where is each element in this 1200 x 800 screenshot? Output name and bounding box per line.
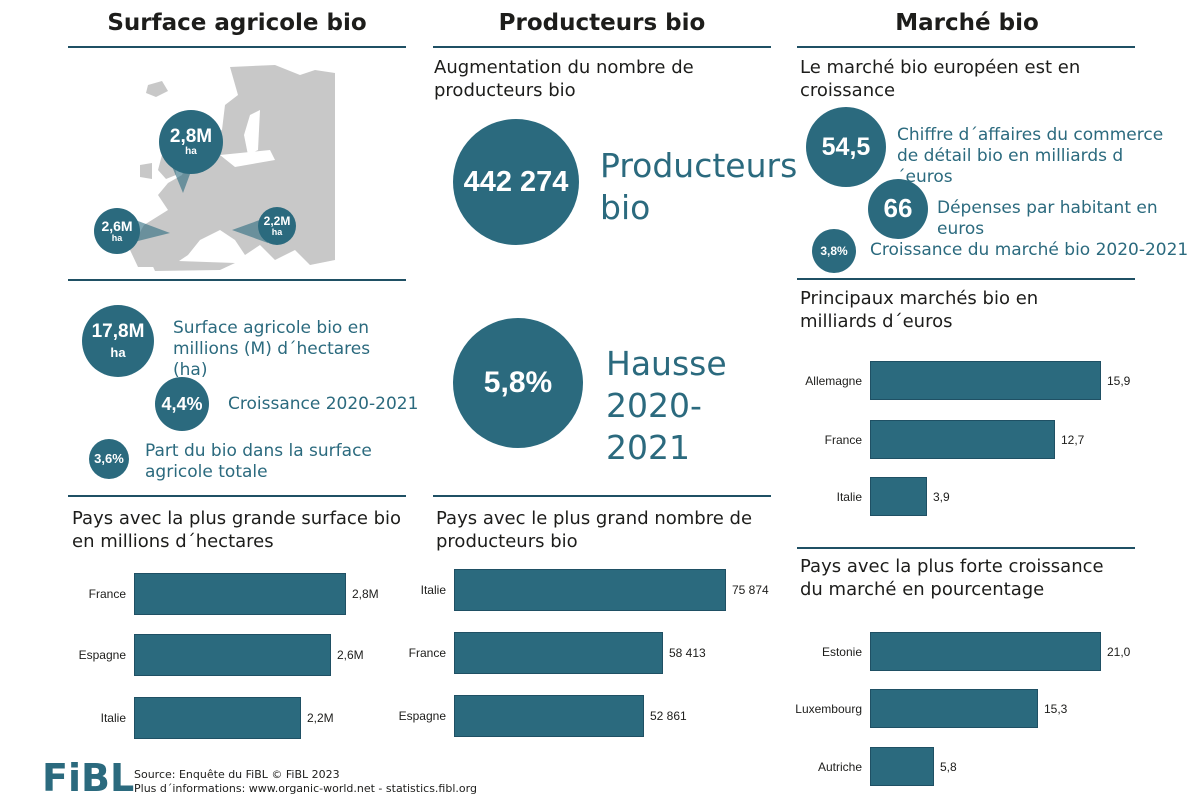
pin-value: 2,2M (263, 213, 291, 228)
stat-value: 3,6% (94, 451, 124, 467)
category-label: France (88, 587, 126, 601)
stat-circle-surface: 17,8M ha (82, 305, 154, 377)
data-label: 2,6M (337, 648, 364, 662)
bar (870, 632, 1101, 671)
data-label: 52 861 (650, 709, 687, 723)
bar (134, 573, 346, 615)
stat-circle-croissance: 4,4% (155, 377, 209, 431)
footer-source: Source: Enquête du FiBL © FiBL 2023 (134, 768, 340, 781)
divider (68, 495, 406, 497)
stat-label: Croissance 2020-2021 (228, 394, 419, 414)
category-label: Estonie (821, 644, 862, 659)
map-pin-italie: 2,2M ha (258, 207, 296, 245)
stat-circle-chiffre: 54,5 (806, 107, 886, 187)
stat-circle-hausse: 5,8% (453, 318, 583, 448)
stat-value: 3,8% (820, 243, 848, 258)
map-pin-espagne: 2,6M ha (94, 208, 140, 254)
category-label: France (824, 432, 862, 447)
bar (454, 569, 726, 611)
bar (870, 689, 1038, 728)
producteurs-intro: Augmentation du nombre de producteurs bi… (434, 57, 694, 101)
data-label: 21,0 (1107, 644, 1131, 659)
marche-intro: Le marché bio européen est en croissance (800, 57, 1081, 101)
stat-circle-producteurs: 442 274 (453, 119, 579, 245)
column-title-surface: Surface agricole bio (107, 10, 367, 36)
stat-label: Part du bio dans la surface agricole tot… (145, 441, 372, 482)
category-label: Espagne (398, 709, 446, 723)
pin-unit: ha (271, 226, 283, 237)
stat-value: 5,8% (483, 366, 553, 400)
divider (797, 278, 1135, 280)
pin-value: 2,8M (169, 125, 213, 147)
category-label: Italie (100, 711, 126, 725)
category-label: Luxembourg (795, 701, 862, 716)
pin-unit: ha (185, 145, 197, 157)
chart-title: Pays avec la plus forte croissance du ma… (800, 556, 1104, 600)
fibl-logo: FiBL (42, 756, 135, 800)
data-label: 3,9 (933, 489, 950, 504)
chart-title: Principaux marchés bio en milliards d´eu… (800, 288, 1039, 332)
stat-circle-croissance-marche: 3,8% (812, 229, 856, 273)
divider (433, 46, 771, 48)
divider (433, 495, 771, 497)
stat-value: 66 (883, 193, 913, 224)
footer-more-info: Plus d´informations: www.organic-world.n… (134, 782, 477, 795)
data-label: 15,9 (1107, 373, 1131, 388)
stat-value: 17,8M (91, 321, 145, 343)
stat-circle-part: 3,6% (89, 439, 129, 479)
data-label: 2,8M (352, 587, 379, 601)
divider (797, 547, 1135, 549)
stat-value: 4,4% (161, 393, 203, 414)
data-label: 12,7 (1061, 432, 1085, 447)
map-pin-france: 2,8M ha (159, 110, 223, 174)
category-label: Allemagne (805, 373, 862, 388)
pin-value: 2,6M (101, 217, 133, 234)
column-title-marche: Marché bio (895, 10, 1039, 36)
stat-value: 54,5 (821, 132, 871, 161)
bar (454, 695, 644, 737)
category-label: France (408, 646, 446, 660)
bar (134, 634, 331, 676)
divider (68, 46, 406, 48)
chart-title: Pays avec le plus grand nombre de produc… (436, 508, 753, 552)
bar (454, 632, 663, 674)
stat-label: Dépenses par habitant en euros (937, 198, 1158, 239)
bar (870, 747, 934, 786)
divider (797, 46, 1135, 48)
data-label: 2,2M (307, 711, 334, 725)
stat-unit: ha (110, 345, 126, 361)
stat-label: Croissance du marché bio 2020-2021 (870, 240, 1189, 260)
bar (134, 697, 301, 739)
data-label: 15,3 (1044, 701, 1068, 716)
bar (870, 420, 1055, 459)
stat-label: Producteurs bio (600, 146, 798, 227)
stat-label: Hausse 2020-2021 (606, 344, 727, 467)
stat-label: Chiffre d´affaires du commerce de détail… (897, 125, 1164, 187)
category-label: Autriche (817, 759, 862, 774)
column-title-producteurs: Producteurs bio (498, 10, 706, 36)
pin-unit: ha (111, 232, 123, 243)
data-label: 75 874 (732, 583, 769, 597)
stat-circle-depenses: 66 (868, 179, 928, 239)
bar (870, 477, 927, 516)
chart-title: Pays avec la plus grande surface bio en … (72, 508, 402, 552)
bar (870, 361, 1101, 400)
category-label: Italie (836, 489, 862, 504)
stat-value: 442 274 (463, 165, 569, 198)
category-label: Espagne (78, 648, 126, 662)
data-label: 58 413 (669, 646, 706, 660)
stat-label: Surface agricole bio en millions (M) d´h… (173, 318, 371, 380)
data-label: 5,8 (940, 759, 957, 774)
category-label: Italie (420, 583, 446, 597)
divider (68, 279, 406, 281)
